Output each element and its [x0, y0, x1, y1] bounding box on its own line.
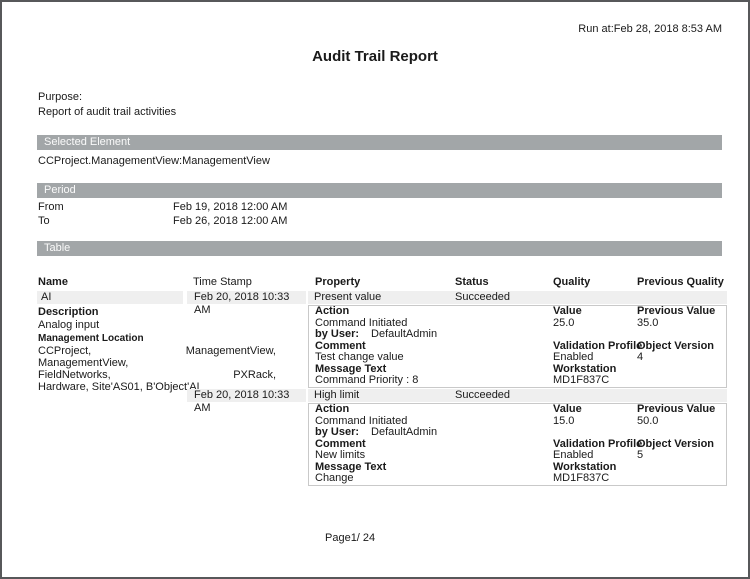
- description-label: Description: [38, 306, 276, 319]
- entry1-previous-value: 35.0: [637, 318, 715, 330]
- entry1-message-row: Message Text Command Priority : 8 Workst…: [309, 364, 726, 387]
- entry2-timestamp-cell: Feb 20, 2018 10:33 AM: [187, 389, 306, 402]
- entry2-object-version: 5: [637, 450, 714, 462]
- column-header-property: Property: [315, 276, 360, 288]
- period-from-label: From: [38, 201, 64, 213]
- entry1-user: DefaultAdmin: [371, 328, 437, 340]
- entry1-action-row: Action Command Initiated by User:Default…: [309, 306, 726, 341]
- entry1-left-details: Description Analog input Management Loca…: [38, 306, 276, 393]
- section-header-period: Period: [37, 183, 722, 198]
- section-header-selected-element: Selected Element: [37, 135, 722, 150]
- purpose-label: Purpose:: [38, 91, 82, 103]
- entry2-property: High limit: [314, 389, 359, 401]
- entry2-validation-profile: Enabled: [553, 450, 642, 462]
- page-number: Page1/ 24: [325, 532, 375, 544]
- entry1-validation-profile: Enabled: [553, 352, 642, 364]
- entry2-value: 15.0: [553, 416, 582, 428]
- page-title: Audit Trail Report: [2, 48, 748, 65]
- entry1-workstation: MD1F837C: [553, 375, 616, 387]
- period-to-value: Feb 26, 2018 12:00 AM: [173, 215, 287, 227]
- entry2-property-row: High limit Succeeded: [308, 389, 727, 402]
- report-page: Run at:Feb 28, 2018 8:53 AM Audit Trail …: [0, 0, 750, 579]
- column-header-quality: Quality: [553, 276, 590, 288]
- object-version-label: Object Version: [637, 439, 714, 451]
- by-user-label: by User:: [315, 426, 359, 438]
- entry1-property-row: Present value Succeeded: [308, 291, 727, 304]
- management-location-label: Management Location: [38, 333, 276, 345]
- column-header-time-stamp: Time Stamp: [193, 276, 252, 288]
- entry2-comment-row: Comment New limits Validation Profile En…: [309, 439, 726, 462]
- previous-value-label: Previous Value: [637, 404, 715, 416]
- section-header-table: Table: [37, 241, 722, 256]
- entry2-previous-value: 50.0: [637, 416, 715, 428]
- entry1-object-version: 4: [637, 352, 714, 364]
- entry1-status: Succeeded: [455, 291, 510, 304]
- run-at-timestamp: Run at:Feb 28, 2018 8:53 AM: [578, 23, 722, 35]
- column-header-previous-quality: Previous Quality: [637, 276, 724, 288]
- entry2-message-text: Change: [315, 473, 726, 485]
- management-location-line: ManagementView,: [38, 357, 276, 369]
- column-header-status: Status: [455, 276, 489, 288]
- previous-value-label: Previous Value: [637, 306, 715, 318]
- entry1-comment-row: Comment Test change value Validation Pro…: [309, 341, 726, 364]
- entry2-action-row: Action Command Initiated by User:Default…: [309, 404, 726, 439]
- entry1-name-cell: AI: [37, 291, 183, 304]
- by-user-label: by User:: [315, 328, 359, 340]
- entry1-value: 25.0: [553, 318, 582, 330]
- entry2-detail-block: Action Command Initiated by User:Default…: [308, 403, 727, 486]
- entry1-detail-block: Action Command Initiated by User:Default…: [308, 305, 727, 388]
- period-to-label: To: [38, 215, 50, 227]
- entry2-user: DefaultAdmin: [371, 426, 437, 438]
- column-header-name: Name: [38, 276, 68, 288]
- entry2-status: Succeeded: [455, 389, 510, 402]
- management-location-line: CCProject, ManagementView,: [38, 345, 276, 357]
- management-location-line: FieldNetworks, PXRack,: [38, 369, 276, 381]
- entry2-message-row: Message Text Change Workstation MD1F837C: [309, 462, 726, 485]
- entry1-description: Analog input: [38, 319, 276, 332]
- purpose-text: Report of audit trail activities: [38, 106, 176, 118]
- entry1-property: Present value: [314, 291, 381, 303]
- message-text-label: Message Text: [315, 462, 726, 474]
- selected-element-value: CCProject.ManagementView:ManagementView: [38, 155, 270, 167]
- object-version-label: Object Version: [637, 341, 714, 353]
- value-label: Value: [553, 306, 582, 318]
- entry1-timestamp-cell: Feb 20, 2018 10:33 AM: [187, 291, 306, 304]
- period-from-value: Feb 19, 2018 12:00 AM: [173, 201, 287, 213]
- value-label: Value: [553, 404, 582, 416]
- entry1-message-text: Command Priority : 8: [315, 375, 726, 387]
- entry2-workstation: MD1F837C: [553, 473, 616, 485]
